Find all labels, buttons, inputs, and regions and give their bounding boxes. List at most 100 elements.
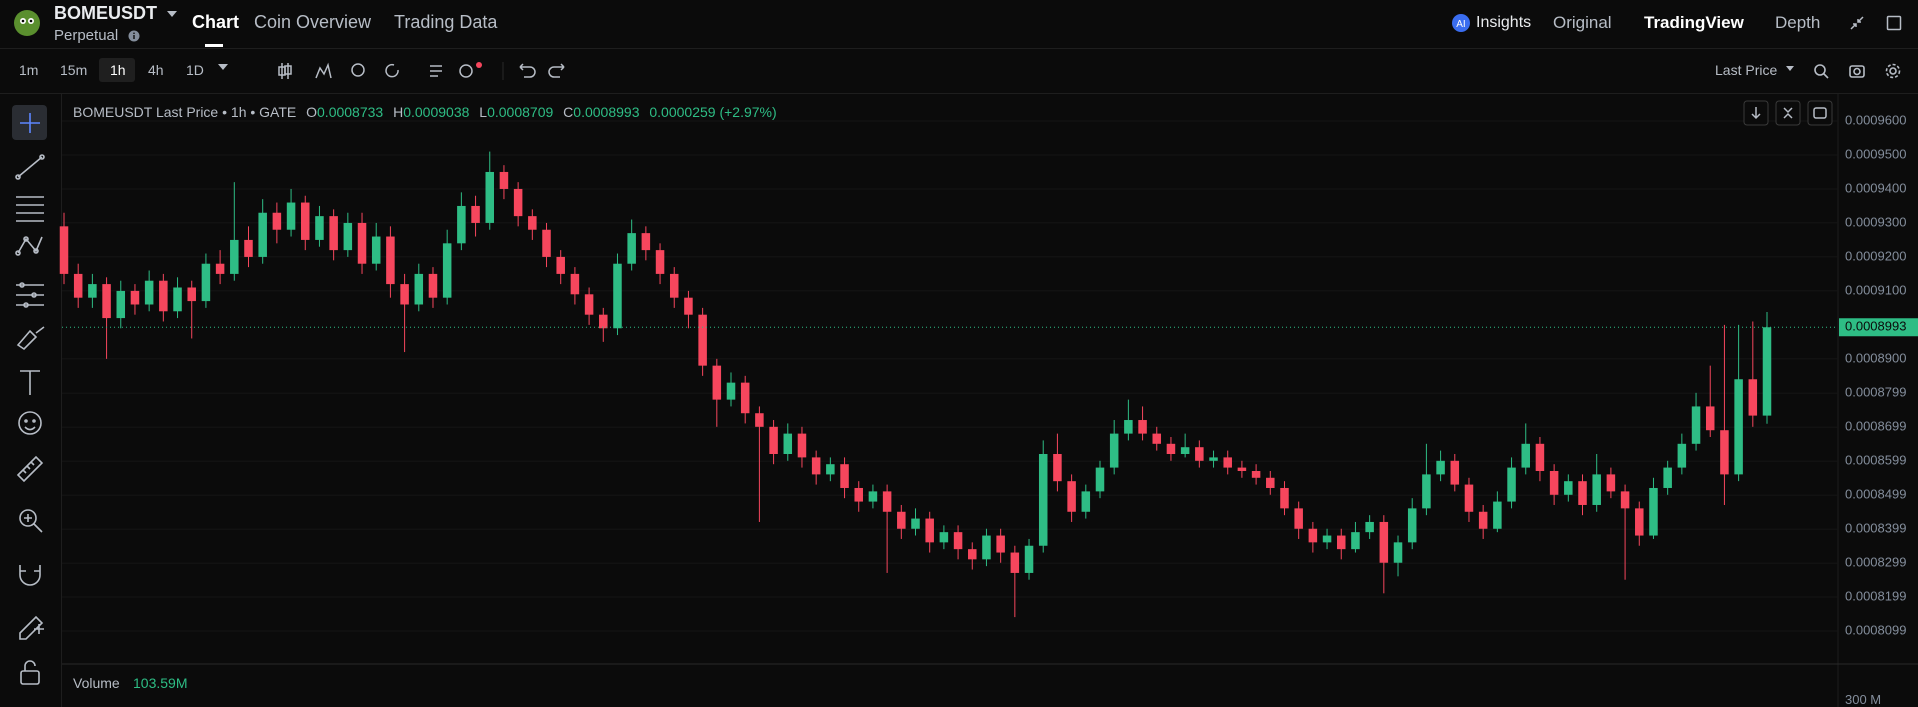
symbol-dropdown[interactable] [167,10,177,18]
candle-body [272,212,282,230]
candle-body [1251,470,1261,478]
candle-body [1010,552,1020,573]
legend-key: O0.0008733 [306,104,383,120]
legend-key: L0.0008709 [479,104,553,120]
candle-body [1620,491,1630,509]
last-price-tag [1839,318,1918,337]
price-type[interactable]: Last Price [1715,62,1778,78]
drawing-tools[interactable] [12,105,48,707]
candle-body [1166,443,1176,455]
interval[interactable]: 15m [60,62,88,78]
candle-body [953,532,963,550]
legend-key-label: C [563,104,574,120]
candle-body [1351,532,1360,550]
legend-key-label: L [479,104,488,120]
y-tick-label: 0.0009500 [1845,146,1906,161]
svg-text:AI: AI [1456,19,1465,30]
candle-body [627,233,636,264]
candle-body [201,263,211,302]
candle-body [1138,420,1147,434]
candle-body [1152,433,1162,444]
interval[interactable]: 4h [148,62,164,78]
candle-body [400,284,409,305]
candle-body [684,297,693,315]
candle-body [371,236,381,264]
candle-body [1507,467,1516,502]
legend-change: 0.0000259 (+2.97%) [649,104,777,120]
candle-body [230,239,239,274]
last-price-label: 0.0008993 [1845,319,1906,334]
candle-body [1280,487,1289,509]
candle-body [1024,545,1034,573]
candle-body [428,273,438,298]
y-tick-label: 0.0009100 [1845,282,1906,297]
candle-body [442,243,452,298]
coin-logo [14,10,40,36]
tab[interactable]: Chart [192,12,240,32]
nav-link[interactable]: Depth [1775,13,1821,32]
candle-body [911,518,920,529]
chart-legend: BOMEUSDT Last Price • 1h • GATE O0.00087… [73,104,777,120]
candle-body [712,365,722,400]
collapse-icon[interactable] [1849,15,1865,31]
candle-body [1521,443,1530,468]
candle-body [244,239,253,257]
tab[interactable]: Coin Overview [254,12,372,32]
interval[interactable]: 1h [110,62,126,78]
candle-body [471,205,480,223]
candle-body [1322,535,1332,543]
legend-value: 0.0008733 [317,104,384,120]
candle-body [315,216,324,240]
candle-body [102,284,111,319]
candle-body [1095,467,1105,492]
toolbar-icons[interactable] [258,56,578,86]
candle-body [797,433,807,458]
candle-body [116,290,126,319]
y-tick-label: 0.0008799 [1845,385,1906,400]
candle-body [1223,457,1232,468]
candle-body [968,549,977,560]
nav-link[interactable]: Insights [1476,14,1532,31]
candle-body [130,290,140,305]
candle-body [159,280,168,312]
volume-value: 103.59M [133,675,188,691]
candle-body [698,314,707,366]
nav-link[interactable]: Original [1553,13,1612,32]
insights-icon[interactable]: AI [1451,13,1471,33]
y-tick-label: 0.0009200 [1845,248,1906,263]
tab[interactable]: Trading Data [394,12,498,32]
candle-body [386,236,395,285]
symbol[interactable]: BOMEUSDT [54,3,157,23]
candle-body [1081,491,1091,512]
candle-body [1564,481,1573,495]
candle-body [1677,443,1687,468]
y-tick-label: 0.0008599 [1845,453,1906,468]
candle-body [1649,487,1658,536]
interval[interactable]: 1m [19,62,39,78]
price-type-dropdown[interactable] [1786,66,1794,72]
y-tick-label: 0.0008199 [1845,588,1906,603]
legend-key: C0.0008993 [563,104,639,120]
chart-controls[interactable] [1743,100,1835,126]
chart-actions[interactable] [1812,62,1912,80]
candle-body [215,263,225,274]
candle-body [1762,327,1772,416]
candle-body [485,171,495,223]
legend-value: 0.0009038 [403,104,470,120]
candle-body [1720,430,1729,475]
interval-dropdown[interactable] [218,64,228,71]
candle-body [1067,481,1076,512]
info-icon[interactable] [128,30,140,42]
legend-title: BOMEUSDT Last Price • 1h • GATE [73,104,297,120]
candle-body [868,491,878,502]
interval[interactable]: 1D [186,62,204,78]
candle-body [769,426,778,455]
y-tick-label: 0.0009300 [1845,214,1906,229]
candle-body [1748,379,1758,416]
y-tick-label: 0.0008399 [1845,521,1906,536]
candle-body [1592,474,1601,505]
y-tick-label: 0.0008900 [1845,350,1906,365]
nav-link[interactable]: TradingView [1644,13,1744,32]
candle-body [826,464,835,475]
fullscreen-icon[interactable] [1886,15,1902,31]
